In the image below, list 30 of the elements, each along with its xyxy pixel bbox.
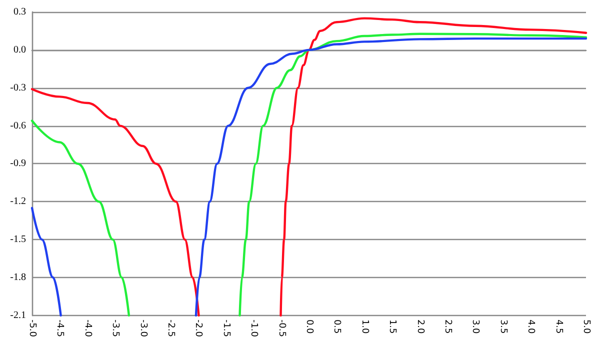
x-tick-label: 4.5 (553, 319, 564, 334)
x-tick-label: -0.5 (276, 319, 286, 337)
x-tick-label: 0.0 (304, 319, 314, 334)
x-tick-label: 0.5 (332, 319, 342, 334)
x-tick-label: -3.0 (138, 319, 148, 338)
y-tick-label: -1.8 (10, 272, 26, 284)
y-tick-label: -0.9 (10, 158, 26, 170)
x-tick-label: 2.5 (442, 319, 452, 334)
x-tick-label: 2.0 (414, 319, 425, 334)
y-tick-label: -1.5 (10, 234, 26, 246)
y-tick-label: -2.1 (10, 310, 26, 321)
x-tick-label: -1.0 (248, 319, 259, 338)
x-tick-label: 3.0 (470, 319, 480, 334)
x-tick-label: 3.5 (498, 319, 508, 334)
x-tick-label: -4.0 (82, 319, 92, 338)
y-tick-label: -1.2 (10, 196, 26, 208)
x-tick-label: 1.0 (359, 319, 370, 334)
x-tick-label: -2.5 (166, 319, 176, 337)
x-tick-label: -3.5 (110, 319, 120, 337)
x-tick-label: 5.0 (581, 319, 591, 334)
x-tick-label: 1.5 (387, 319, 398, 334)
y-tick-label: 0.0 (14, 44, 26, 56)
y-tick-label: -0.6 (10, 120, 26, 132)
x-tick-label: -2.0 (193, 319, 204, 338)
x-tick-label: -4.5 (54, 319, 65, 337)
x-tick-label: -5.0 (27, 319, 37, 338)
x-tick-label: 4.0 (526, 319, 536, 334)
y-tick-label: 0.3 (14, 6, 26, 18)
x-tick-label: -1.5 (220, 319, 231, 337)
y-tick-label: -0.3 (10, 82, 26, 94)
